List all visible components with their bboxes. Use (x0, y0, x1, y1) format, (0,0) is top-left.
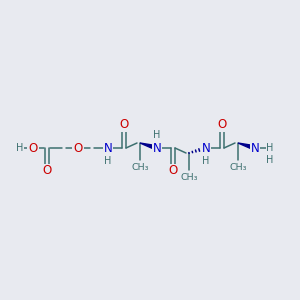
Text: O: O (74, 142, 82, 154)
Text: H: H (202, 156, 210, 166)
Polygon shape (238, 143, 256, 150)
Text: N: N (202, 142, 210, 154)
Text: N: N (103, 142, 112, 154)
Text: H: H (266, 143, 274, 153)
Text: N: N (250, 142, 260, 154)
Text: CH₃: CH₃ (131, 163, 149, 172)
Text: N: N (153, 142, 161, 154)
Text: O: O (28, 142, 38, 154)
Text: CH₃: CH₃ (229, 163, 247, 172)
Text: H: H (104, 156, 112, 166)
Text: H: H (266, 155, 274, 165)
Text: H: H (16, 143, 24, 153)
Text: O: O (218, 118, 226, 131)
Polygon shape (140, 143, 158, 150)
Text: O: O (168, 164, 178, 178)
Text: H: H (153, 130, 161, 140)
Text: CH₃: CH₃ (180, 172, 198, 182)
Text: O: O (119, 118, 129, 131)
Text: O: O (42, 164, 52, 178)
